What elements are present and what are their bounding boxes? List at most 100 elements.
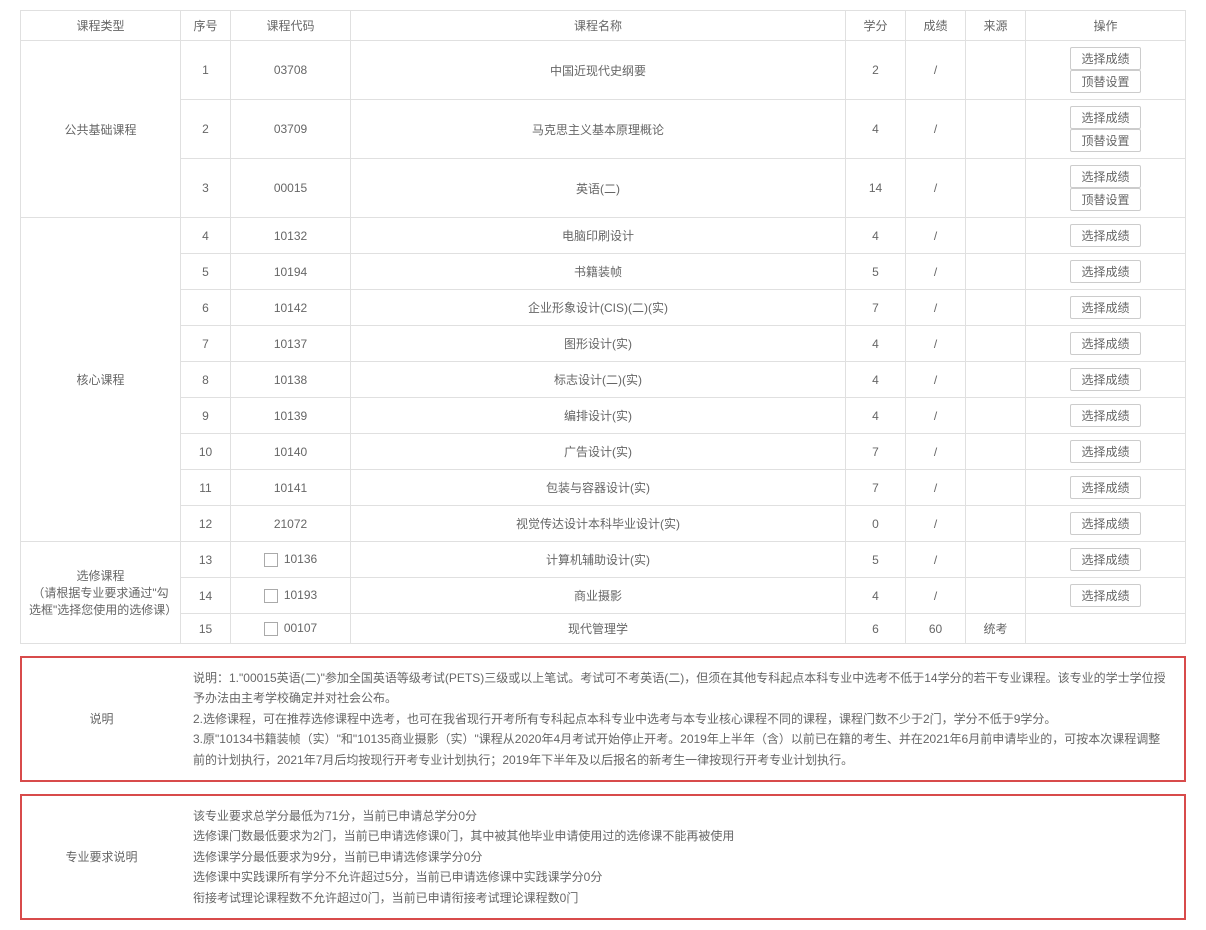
header-code: 课程代码 (231, 11, 351, 41)
code-cell: 10193 (231, 578, 351, 614)
header-source: 来源 (966, 11, 1026, 41)
select-grade-button[interactable]: 选择成绩 (1070, 548, 1140, 571)
grade-cell: / (906, 290, 966, 326)
select-grade-button[interactable]: 选择成绩 (1070, 440, 1140, 463)
elective-checkbox[interactable] (264, 622, 278, 636)
course-name-cell: 英语(二) (351, 159, 846, 218)
course-name-cell: 包装与容器设计(实) (351, 470, 846, 506)
seq-cell: 3 (181, 159, 231, 218)
header-name: 课程名称 (351, 11, 846, 41)
credit-cell: 4 (846, 100, 906, 159)
grade-cell: / (906, 362, 966, 398)
source-cell (966, 100, 1026, 159)
select-grade-button[interactable]: 选择成绩 (1070, 584, 1140, 607)
select-grade-button[interactable]: 选择成绩 (1070, 404, 1140, 427)
seq-cell: 8 (181, 362, 231, 398)
source-cell (966, 362, 1026, 398)
notes-line: 选修课门数最低要求为2门，当前已申请选修课0门，其中被其他毕业申请使用过的选修课… (193, 826, 1172, 846)
grade-cell: / (906, 100, 966, 159)
elective-checkbox[interactable] (264, 589, 278, 603)
course-name-cell: 现代管理学 (351, 614, 846, 644)
grade-cell: / (906, 434, 966, 470)
header-type: 课程类型 (21, 11, 181, 41)
seq-cell: 6 (181, 290, 231, 326)
code-cell: 03708 (231, 41, 351, 100)
seq-cell: 2 (181, 100, 231, 159)
top-setting-button[interactable]: 顶替设置 (1070, 188, 1140, 211)
grade-cell: / (906, 470, 966, 506)
notes-line: 2.选修课程，可在推荐选修课程中选考，也可在我省现行开考所有专科起点本科专业中选… (193, 709, 1172, 729)
table-row: 1500107现代管理学660统考 (21, 614, 1186, 644)
source-cell (966, 578, 1026, 614)
grade-cell: / (906, 398, 966, 434)
credit-cell: 4 (846, 218, 906, 254)
notes1-label: 说明 (21, 657, 181, 781)
course-name-cell: 图形设计(实) (351, 326, 846, 362)
table-row: 910139编排设计(实)4/选择成绩 (21, 398, 1186, 434)
action-cell: 选择成绩 (1026, 254, 1186, 290)
table-row: 1221072视觉传达设计本科毕业设计(实)0/选择成绩 (21, 506, 1186, 542)
credit-cell: 5 (846, 254, 906, 290)
top-setting-button[interactable]: 顶替设置 (1070, 70, 1140, 93)
table-row: 选修课程 （请根据专业要求通过"勾选框"选择您使用的选修课）1310136计算机… (21, 542, 1186, 578)
code-text: 00107 (284, 621, 317, 635)
code-cell: 10137 (231, 326, 351, 362)
credit-cell: 7 (846, 290, 906, 326)
header-action: 操作 (1026, 11, 1186, 41)
credit-cell: 7 (846, 470, 906, 506)
select-grade-button[interactable]: 选择成绩 (1070, 260, 1140, 283)
header-grade: 成绩 (906, 11, 966, 41)
table-row: 203709马克思主义基本原理概论4/选择成绩顶替设置 (21, 100, 1186, 159)
select-grade-button[interactable]: 选择成绩 (1070, 368, 1140, 391)
credit-cell: 4 (846, 578, 906, 614)
course-type-cell: 公共基础课程 (21, 41, 181, 218)
select-grade-button[interactable]: 选择成绩 (1070, 296, 1140, 319)
select-grade-button[interactable]: 选择成绩 (1070, 47, 1140, 70)
action-cell (1026, 614, 1186, 644)
course-name-cell: 计算机辅助设计(实) (351, 542, 846, 578)
course-name-cell: 广告设计(实) (351, 434, 846, 470)
select-grade-button[interactable]: 选择成绩 (1070, 106, 1140, 129)
action-cell: 选择成绩 (1026, 326, 1186, 362)
action-cell: 选择成绩 (1026, 398, 1186, 434)
top-setting-button[interactable]: 顶替设置 (1070, 129, 1140, 152)
action-cell: 选择成绩 (1026, 290, 1186, 326)
source-cell (966, 218, 1026, 254)
grade-cell: / (906, 41, 966, 100)
credit-cell: 5 (846, 542, 906, 578)
course-name-cell: 标志设计(二)(实) (351, 362, 846, 398)
credit-cell: 4 (846, 398, 906, 434)
source-cell (966, 542, 1026, 578)
select-grade-button[interactable]: 选择成绩 (1070, 165, 1140, 188)
course-type-cell: 核心课程 (21, 218, 181, 542)
notes-box-2: 专业要求说明 该专业要求总学分最低为71分，当前已申请总学分0分选修课门数最低要… (20, 794, 1186, 920)
code-cell: 21072 (231, 506, 351, 542)
select-grade-button[interactable]: 选择成绩 (1070, 332, 1140, 355)
action-cell: 选择成绩 (1026, 578, 1186, 614)
course-name-cell: 马克思主义基本原理概论 (351, 100, 846, 159)
course-table: 课程类型 序号 课程代码 课程名称 学分 成绩 来源 操作 公共基础课程1037… (20, 10, 1186, 644)
credit-cell: 4 (846, 326, 906, 362)
notes-line: 该专业要求总学分最低为71分，当前已申请总学分0分 (193, 806, 1172, 826)
elective-checkbox[interactable] (264, 553, 278, 567)
seq-cell: 1 (181, 41, 231, 100)
grade-cell: / (906, 326, 966, 362)
notes-line: 选修课学分最低要求为9分，当前已申请选修课学分0分 (193, 847, 1172, 867)
seq-cell: 14 (181, 578, 231, 614)
table-row: 710137图形设计(实)4/ 选择成绩 (21, 326, 1186, 362)
seq-cell: 7 (181, 326, 231, 362)
select-grade-button[interactable]: 选择成绩 (1070, 476, 1140, 499)
code-cell: 10136 (231, 542, 351, 578)
course-name-cell: 中国近现代史纲要 (351, 41, 846, 100)
course-name-cell: 视觉传达设计本科毕业设计(实) (351, 506, 846, 542)
grade-cell: / (906, 542, 966, 578)
action-cell: 选择成绩 (1026, 470, 1186, 506)
notes2-label: 专业要求说明 (21, 795, 181, 919)
select-grade-button[interactable]: 选择成绩 (1070, 224, 1140, 247)
credit-cell: 14 (846, 159, 906, 218)
notes-line: 说明：1."00015英语(二)"参加全国英语等级考试(PETS)三级或以上笔试… (193, 668, 1172, 709)
table-row: 核心课程410132电脑印刷设计4/选择成绩 (21, 218, 1186, 254)
code-cell: 10141 (231, 470, 351, 506)
seq-cell: 4 (181, 218, 231, 254)
select-grade-button[interactable]: 选择成绩 (1070, 512, 1140, 535)
